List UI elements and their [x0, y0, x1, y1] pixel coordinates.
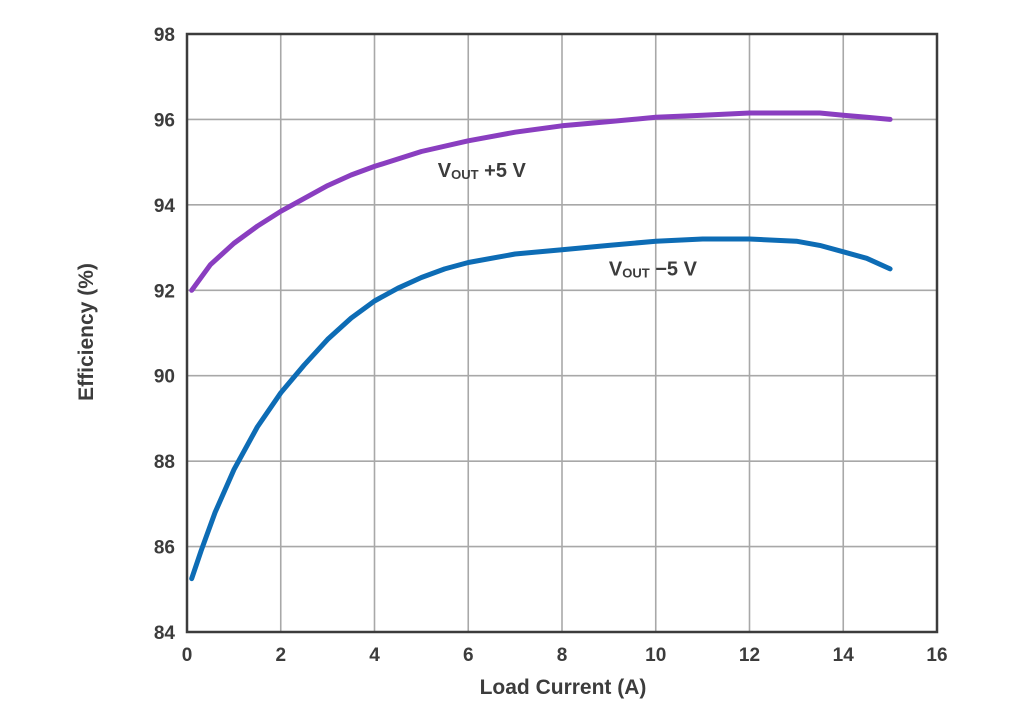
y-tick-label: 90 — [154, 367, 175, 388]
series-line-vout-plus-5v — [189, 110, 893, 293]
y-tick-label: 98 — [154, 25, 175, 46]
y-tick-label: 92 — [154, 281, 175, 302]
series-annotations: VOUT +5 V VOUT −5 V — [438, 160, 698, 280]
y-tick-label: 84 — [154, 623, 176, 644]
x-tick-label: 10 — [645, 645, 666, 666]
y-tick-label: 94 — [154, 196, 176, 217]
x-tick-label: 6 — [463, 645, 474, 666]
series-label-vout-plus-5v: VOUT +5 V — [438, 160, 527, 182]
x-tick-label: 8 — [557, 645, 568, 666]
plot-frame — [185, 32, 939, 634]
x-tick-label: 14 — [833, 645, 855, 666]
y-tick-label: 96 — [154, 110, 175, 131]
x-tick-label: 0 — [182, 645, 193, 666]
series-line-vout-minus-5v — [189, 236, 893, 582]
x-tick-label: 4 — [369, 645, 380, 666]
y-tick-labels: 84 86 88 90 92 94 96 98 — [154, 25, 176, 644]
x-tick-label: 2 — [275, 645, 286, 666]
y-tick-label: 88 — [154, 452, 175, 473]
x-tick-label: 16 — [926, 645, 947, 666]
series-label-vout-minus-5v: VOUT −5 V — [609, 258, 698, 280]
x-tick-label: 12 — [739, 645, 760, 666]
x-axis-title: Load Current (A) — [480, 676, 647, 699]
series-lines — [189, 110, 893, 582]
y-axis-title: Efficiency (%) — [75, 263, 98, 401]
x-tick-labels: 0 2 4 6 8 10 12 14 16 — [182, 645, 948, 666]
y-tick-label: 86 — [154, 538, 175, 559]
